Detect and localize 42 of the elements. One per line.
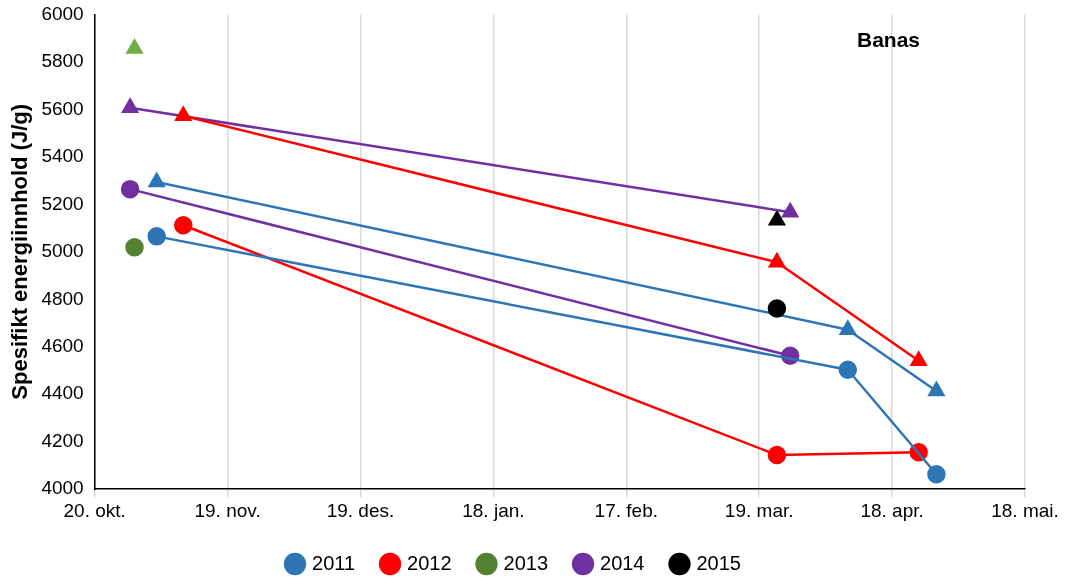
point — [768, 253, 786, 268]
x-tick-label: 17. feb. — [594, 499, 658, 521]
point — [125, 238, 144, 257]
x-tick-label: 18. mai. — [991, 499, 1059, 521]
point — [768, 210, 786, 226]
x-tick-label: 19. des. — [326, 499, 395, 521]
y-tick-label: 4800 — [41, 287, 84, 309]
y-tick-label: 5400 — [41, 145, 84, 167]
x-tick-label: 20. okt. — [63, 499, 126, 521]
point — [174, 215, 193, 235]
point — [175, 106, 192, 122]
point — [910, 351, 927, 367]
y-tick-label: 5800 — [41, 50, 84, 72]
y-tick-label: 4000 — [41, 477, 84, 499]
legend-label: 2014 — [600, 551, 645, 574]
x-tick-label: 18. jan. — [462, 499, 525, 521]
annotation: Banas — [856, 27, 920, 51]
y-tick-label: 5600 — [41, 97, 84, 119]
x-tick-label: 19. nov. — [194, 499, 261, 521]
point — [148, 172, 165, 188]
y-tick-label: 4200 — [41, 429, 84, 451]
point — [120, 179, 140, 199]
point — [839, 320, 856, 335]
legend-label: 2012 — [407, 551, 452, 574]
y-tick-label: 4600 — [41, 334, 84, 356]
legend-label: 2013 — [503, 551, 549, 574]
point — [126, 39, 143, 54]
y-axis-title: Spesifikt energiinnhold (J/g) — [7, 103, 33, 400]
y-tick-label: 4400 — [41, 382, 84, 404]
point — [767, 299, 787, 318]
legend-label: 2011 — [312, 551, 356, 574]
x-tick-label: 18. apr. — [860, 499, 924, 521]
point — [767, 445, 787, 465]
point — [147, 227, 166, 246]
point — [928, 381, 945, 397]
y-tick-label: 5000 — [41, 240, 84, 262]
point — [838, 360, 858, 380]
y-tick-label: 5200 — [41, 192, 84, 214]
y-tick-label: 6000 — [41, 2, 84, 24]
x-tick-label: 19. mar. — [724, 499, 794, 521]
point — [927, 464, 946, 484]
legend-label: 2015 — [696, 551, 741, 574]
